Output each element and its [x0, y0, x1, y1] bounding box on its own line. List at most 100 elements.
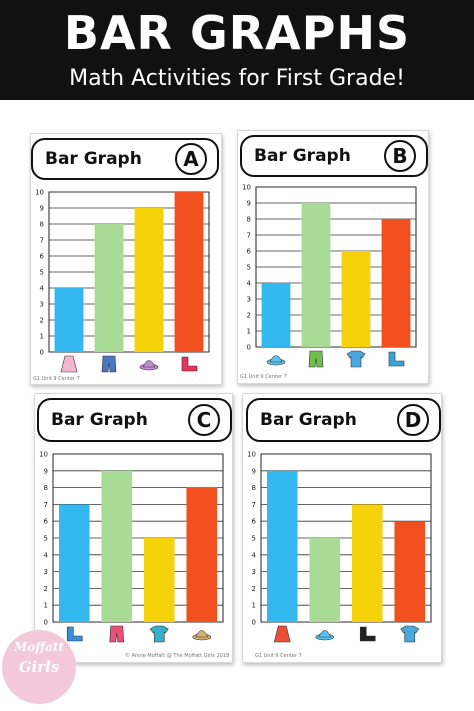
y-tick-label: 0: [40, 349, 44, 357]
y-tick-label: 0: [252, 619, 256, 627]
card-footer: G1 Unit 9 Center 7: [255, 653, 302, 659]
bar-rain-boots: [58, 504, 90, 622]
y-tick-label: 9: [40, 205, 44, 213]
y-tick-label: 9: [44, 467, 48, 475]
y-tick-label: 6: [44, 518, 49, 526]
bar-graph-card-a: Bar Graph A 0 1 2 3 4 5 6 7 8 9 10 G1 Unit 9 Cente…: [30, 133, 222, 385]
bar-chart-c: 0 1 2 3 4 5 6 7 8 9 10: [39, 451, 224, 643]
card-title: Bar Graph: [45, 149, 142, 169]
bar-fire-boots: [351, 504, 383, 622]
y-tick-label: 1: [252, 602, 256, 610]
bar-graph-card-c: Bar Graph C 0 1 2 3 4 5 6 7 8 9 10 © Annie Moffatt…: [34, 393, 233, 663]
y-tick-label: 10: [39, 451, 48, 459]
y-tick-label: 9: [247, 200, 251, 208]
y-tick-label: 1: [44, 602, 48, 610]
page-subtitle: Math Activities for First Grade!: [69, 66, 405, 91]
bar-shorts: [301, 203, 331, 347]
moffatt-girls-logo: Moffatt Girls: [2, 630, 76, 704]
card-header: Bar Graph A: [31, 138, 219, 180]
bar-skirt: [266, 470, 298, 622]
y-tick-label: 7: [247, 232, 251, 240]
y-tick-label: 10: [35, 189, 44, 197]
y-tick-label: 8: [40, 221, 44, 229]
y-tick-label: 2: [40, 317, 44, 325]
shirt-icon: [400, 625, 420, 643]
y-tick-label: 6: [247, 248, 252, 256]
y-tick-label: 3: [252, 568, 256, 576]
y-tick-label: 1: [247, 328, 251, 336]
bar-sun-hat: [134, 208, 164, 352]
t-shirt-icon: [149, 625, 169, 643]
card-header: Bar Graph D: [246, 398, 441, 442]
y-tick-label: 3: [44, 568, 48, 576]
y-tick-label: 2: [247, 312, 251, 320]
bar-chart-d: 0 1 2 3 4 5 6 7 8 9 10: [247, 451, 432, 643]
y-tick-label: 4: [44, 551, 49, 559]
y-tick-label: 6: [252, 518, 257, 526]
page-title: BAR GRAPHS: [63, 6, 411, 60]
cap-icon: [266, 355, 286, 366]
card-footer: G1 Unit 9 Center 7: [33, 376, 80, 382]
shorts-icon: [308, 350, 324, 368]
y-tick-label: 1: [40, 333, 44, 341]
logo-line-1: Moffatt: [13, 640, 65, 654]
y-tick-label: 4: [247, 280, 252, 288]
card-letter: D: [397, 404, 429, 436]
boots-icon: [388, 351, 405, 367]
y-tick-label: 7: [40, 237, 44, 245]
y-tick-label: 8: [44, 484, 48, 492]
sandals-icon: [181, 356, 198, 372]
bar-boots: [381, 219, 411, 347]
jacket-icon: [346, 350, 366, 368]
card-letter: B: [384, 140, 416, 172]
card-letter: C: [188, 404, 220, 436]
bar-pants: [101, 470, 133, 622]
title-banner: BAR GRAPHS Math Activities for First Gra…: [0, 0, 474, 100]
y-tick-label: 2: [44, 585, 48, 593]
card-letter: A: [175, 143, 207, 175]
bar-jeans: [94, 224, 124, 352]
y-tick-label: 7: [44, 501, 48, 509]
beanie-icon: [315, 630, 335, 641]
y-tick-label: 3: [40, 301, 44, 309]
bar-jacket: [341, 251, 371, 347]
y-tick-label: 3: [247, 296, 251, 304]
y-tick-label: 9: [252, 467, 256, 475]
y-tick-label: 4: [252, 551, 257, 559]
y-tick-label: 5: [252, 535, 256, 543]
bar-chart-b: 0 1 2 3 4 5 6 7 8 9 10: [242, 184, 417, 368]
sun-hat-icon: [139, 360, 159, 371]
fire-boots-icon: [359, 626, 376, 642]
rain-boots-icon: [66, 626, 83, 642]
card-header: Bar Graph B: [240, 135, 428, 177]
y-tick-label: 5: [44, 535, 48, 543]
dress-icon: [60, 355, 78, 373]
y-tick-label: 7: [252, 501, 256, 509]
bar-sandals: [174, 192, 204, 352]
card-title: Bar Graph: [260, 410, 357, 430]
y-tick-label: 0: [44, 619, 48, 627]
y-tick-label: 8: [247, 216, 251, 224]
y-tick-label: 6: [40, 253, 45, 261]
bar-chart-a: 0 1 2 3 4 5 6 7 8 9 10: [35, 189, 210, 373]
card-title: Bar Graph: [254, 146, 351, 166]
card-header: Bar Graph C: [37, 398, 232, 442]
bar-graph-card-b: Bar Graph B 0 1 2 3 4 5 6 7 8 9 10 G1 Unit 9 Cente…: [237, 130, 429, 384]
skirt-icon: [273, 625, 291, 643]
y-tick-label: 2: [252, 585, 256, 593]
pants-icon: [109, 625, 125, 643]
bar-bucket-hat: [186, 487, 218, 622]
y-tick-label: 5: [247, 264, 251, 272]
bar-cap: [261, 283, 291, 347]
y-tick-label: 10: [247, 451, 256, 459]
card-footer: G1 Unit 9 Center 7: [240, 374, 287, 380]
card-title: Bar Graph: [51, 410, 148, 430]
logo-line-2: Girls: [18, 658, 60, 676]
bar-dress: [54, 288, 84, 352]
bar-t-shirt: [143, 538, 175, 622]
bar-beanie: [309, 538, 341, 622]
y-tick-label: 10: [242, 184, 251, 192]
y-tick-label: 5: [40, 269, 44, 277]
y-tick-label: 8: [252, 484, 256, 492]
y-tick-label: 4: [40, 285, 45, 293]
